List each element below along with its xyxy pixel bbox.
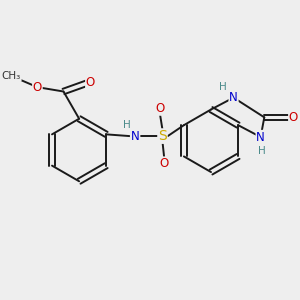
Text: N: N xyxy=(256,130,265,143)
Text: O: O xyxy=(33,81,42,94)
Text: S: S xyxy=(158,129,167,143)
Text: H: H xyxy=(258,146,266,156)
Text: O: O xyxy=(86,76,95,89)
Text: O: O xyxy=(289,111,298,124)
Text: N: N xyxy=(229,91,238,104)
Text: O: O xyxy=(155,102,164,115)
Text: H: H xyxy=(219,82,227,92)
Text: CH₃: CH₃ xyxy=(2,71,21,81)
Text: N: N xyxy=(130,130,140,142)
Text: O: O xyxy=(160,157,169,170)
Text: H: H xyxy=(123,120,131,130)
